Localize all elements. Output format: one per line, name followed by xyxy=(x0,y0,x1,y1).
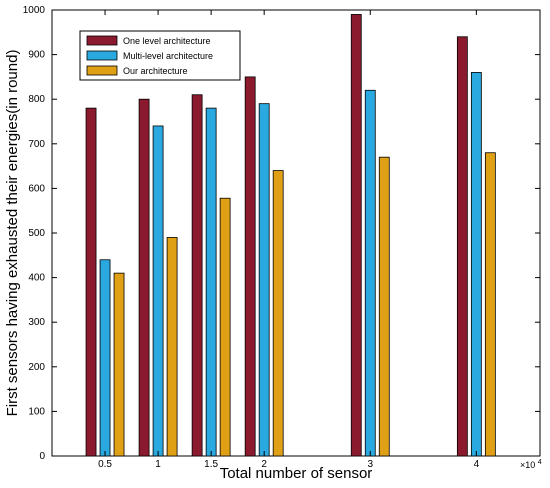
bar xyxy=(272,170,284,457)
x-axis: 0.5 1 1.5 2 3 4 xyxy=(98,10,480,470)
x-tick-label: 0.5 xyxy=(98,459,112,470)
x-multiplier-base: ×10 xyxy=(520,460,535,470)
x-axis-label: Total number of sensor xyxy=(220,465,373,482)
y-tick-label: 100 xyxy=(28,406,45,417)
x-tick-label: 1.5 xyxy=(204,459,218,470)
y-tick-label: 400 xyxy=(28,273,45,284)
y-tick-label: 900 xyxy=(28,50,45,61)
y-tick-label: 200 xyxy=(28,362,45,373)
legend-label: Multi-level architecture xyxy=(123,51,213,61)
bar xyxy=(113,272,125,457)
y-tick-label: 700 xyxy=(28,139,45,150)
bar xyxy=(191,94,203,457)
y-tick-label: 500 xyxy=(28,228,45,239)
bar xyxy=(166,237,178,457)
legend-label: One level architecture xyxy=(123,36,211,46)
bars-group xyxy=(85,14,496,457)
legend-label: Our architecture xyxy=(123,66,188,76)
bar xyxy=(152,125,164,457)
x-multiplier-label: ×10 4 xyxy=(520,459,542,470)
y-axis-label: First sensors having exhausted their ene… xyxy=(4,50,21,417)
bar xyxy=(205,107,217,457)
y-tick-label: 1000 xyxy=(23,5,46,16)
bar xyxy=(244,76,256,457)
bar xyxy=(219,197,231,457)
bar xyxy=(470,72,482,457)
x-tick-label: 2 xyxy=(261,459,267,470)
bar xyxy=(378,156,390,457)
bar xyxy=(99,259,111,457)
y-tick-label: 800 xyxy=(28,94,45,105)
y-axis: 0 100 200 300 400 500 600 700 800 900 1000 xyxy=(23,5,540,462)
x-tick-label: 1 xyxy=(155,459,161,470)
x-tick-label: 4 xyxy=(474,459,480,470)
x-multiplier-exponent: 4 xyxy=(538,459,542,466)
bar xyxy=(350,14,362,457)
y-tick-label: 0 xyxy=(39,451,45,462)
legend: One level architecture Multi-level archit… xyxy=(79,30,241,81)
bar xyxy=(138,98,150,457)
y-tick-label: 600 xyxy=(28,183,45,194)
x-tick-label: 3 xyxy=(367,459,373,470)
bar xyxy=(364,89,376,457)
bar xyxy=(484,152,496,457)
y-tick-label: 300 xyxy=(28,317,45,328)
bar xyxy=(258,103,270,457)
legend-swatch xyxy=(86,65,118,76)
bar xyxy=(85,107,97,457)
legend-swatch xyxy=(86,50,118,61)
legend-swatch xyxy=(86,35,118,46)
bar xyxy=(456,36,468,457)
